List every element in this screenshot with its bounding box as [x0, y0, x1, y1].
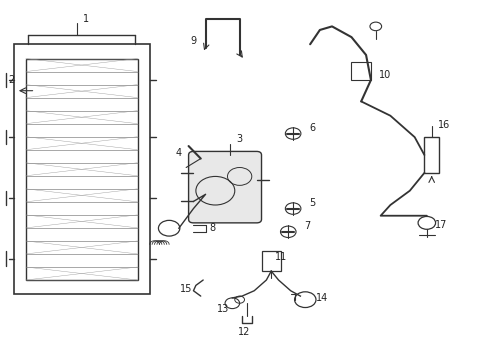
Text: 9: 9	[190, 36, 196, 46]
Text: 5: 5	[309, 198, 315, 208]
Text: 16: 16	[437, 120, 449, 130]
Text: 4: 4	[176, 148, 182, 158]
Text: 8: 8	[209, 223, 216, 233]
Text: 3: 3	[236, 134, 242, 144]
Text: 12: 12	[238, 327, 250, 337]
Text: 17: 17	[434, 220, 447, 230]
Text: 15: 15	[180, 284, 192, 294]
Text: 6: 6	[309, 123, 315, 133]
Text: 11: 11	[274, 252, 286, 262]
Text: 13: 13	[216, 303, 228, 314]
Bar	[424, 137, 438, 173]
Text: 1: 1	[83, 14, 89, 24]
Bar	[14, 44, 149, 294]
Text: 14: 14	[316, 293, 328, 303]
FancyBboxPatch shape	[188, 152, 261, 223]
Text: 10: 10	[379, 69, 391, 80]
Bar	[351, 62, 370, 80]
Bar	[26, 59, 137, 280]
Text: 7: 7	[304, 221, 310, 231]
Bar	[261, 251, 281, 271]
Text: 2: 2	[8, 75, 14, 85]
